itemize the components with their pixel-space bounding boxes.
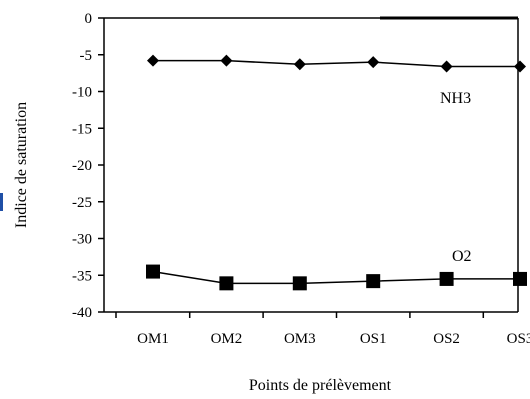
data-point-nh3 xyxy=(367,56,380,69)
y-tick-label: -40 xyxy=(72,305,92,321)
y-tick-label: -5 xyxy=(80,48,93,64)
x-tick-label: OS2 xyxy=(433,331,460,347)
y-tick-label: -30 xyxy=(72,232,92,248)
data-point-o2 xyxy=(292,276,307,291)
data-point-nh3 xyxy=(514,60,526,73)
series-label-nh3: NH3 xyxy=(440,90,471,107)
x-ticks: OM1 OM2 OM3 OS1 OS2 OS3 xyxy=(115,312,530,347)
accent-mark xyxy=(0,193,3,211)
y-tick-label: -35 xyxy=(72,268,92,284)
y-tick-label: 0 xyxy=(85,11,93,27)
y-ticks: 0 -5 -10 -15 -20 -25 -30 -35 -40 xyxy=(72,11,104,321)
y-axis-label: Indice de saturation xyxy=(13,102,30,228)
series-labels: NH3 O2 xyxy=(440,90,472,265)
x-tick-label: OS3 xyxy=(507,331,530,347)
x-tick-label: OM3 xyxy=(284,331,316,347)
series-line-o2 xyxy=(152,270,520,285)
data-point-nh3 xyxy=(293,58,306,71)
y-tick-label: -25 xyxy=(72,195,92,211)
x-tick-label: OM1 xyxy=(137,331,169,347)
series-label-o2: O2 xyxy=(452,248,472,265)
data-point-nh3 xyxy=(440,60,453,73)
y-tick-label: -20 xyxy=(72,158,92,174)
series-layer xyxy=(146,54,527,291)
data-point-o2 xyxy=(219,276,234,291)
plot-frame xyxy=(103,16,519,313)
data-point-o2 xyxy=(366,274,381,289)
x-axis-label: Points de prélèvement xyxy=(249,377,392,394)
y-tick-label: -10 xyxy=(72,85,92,101)
data-point-o2 xyxy=(513,271,527,286)
data-point-o2 xyxy=(439,271,454,286)
data-point-o2 xyxy=(146,264,160,279)
x-tick-label: OM2 xyxy=(211,331,243,347)
y-tick-label: -15 xyxy=(72,121,92,137)
data-point-nh3 xyxy=(220,54,233,67)
x-tick-label: OS1 xyxy=(360,331,387,347)
series-line-nh3 xyxy=(153,59,520,68)
data-point-nh3 xyxy=(147,54,159,67)
